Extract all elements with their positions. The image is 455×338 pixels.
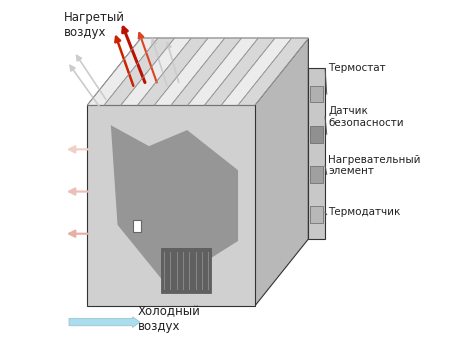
Polygon shape [254, 38, 308, 306]
Bar [309, 206, 323, 223]
Polygon shape [87, 38, 157, 105]
Bar [132, 220, 140, 232]
Polygon shape [238, 38, 308, 105]
Text: Датчик
безопасности: Датчик безопасности [328, 106, 403, 128]
Polygon shape [204, 38, 274, 105]
Polygon shape [111, 125, 238, 279]
Polygon shape [104, 38, 174, 105]
FancyArrow shape [69, 317, 140, 328]
Polygon shape [87, 38, 308, 105]
Polygon shape [121, 38, 191, 105]
Bar [161, 248, 211, 293]
Polygon shape [154, 38, 224, 105]
Text: Нагретый
воздух: Нагретый воздух [64, 11, 125, 40]
Bar [309, 166, 323, 183]
Bar [87, 105, 254, 306]
Bar [308, 68, 324, 239]
Polygon shape [137, 38, 207, 105]
Bar [309, 126, 323, 143]
Text: Термодатчик: Термодатчик [328, 207, 400, 217]
Polygon shape [221, 38, 291, 105]
Polygon shape [187, 38, 258, 105]
Text: Нагревательный
элемент: Нагревательный элемент [328, 154, 420, 176]
Text: Холодный
воздух: Холодный воздух [137, 305, 200, 333]
Bar [309, 86, 323, 102]
Polygon shape [171, 38, 241, 105]
Text: Термостат: Термостат [328, 63, 385, 73]
